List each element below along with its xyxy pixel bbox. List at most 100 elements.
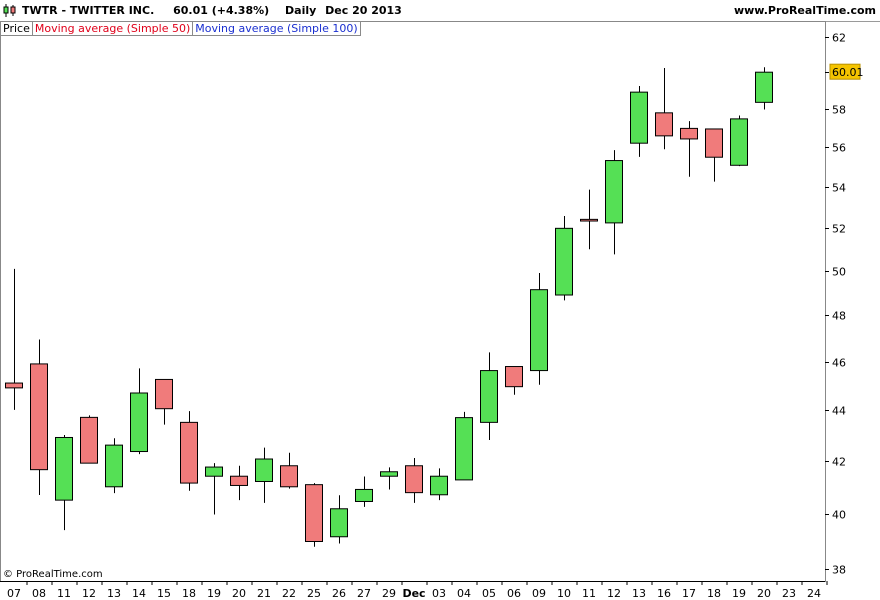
candle-body: [455, 417, 473, 481]
candle-body: [180, 421, 198, 484]
candle[interactable]: [705, 128, 723, 182]
x-tick-label: 20: [757, 587, 771, 600]
candle-body: [655, 112, 673, 137]
legend-sma-50[interactable]: Moving average (Simple 50): [31, 21, 194, 36]
candle[interactable]: [255, 447, 273, 503]
x-tick-label: 05: [482, 587, 496, 600]
site-link[interactable]: www.ProRealTime.com: [733, 4, 876, 17]
candle-body: [705, 128, 723, 158]
x-tick-label: 26: [332, 587, 346, 600]
price-chart[interactable]: 3840424446485052545658606207081112131415…: [0, 21, 880, 600]
x-tick-label: 14: [132, 587, 146, 600]
y-tick-label: 42: [832, 456, 846, 469]
period: Daily: [285, 4, 317, 17]
candle[interactable]: [205, 463, 223, 515]
candlestick-icon: [3, 4, 16, 17]
candle[interactable]: [680, 121, 698, 177]
x-tick-label: 06: [507, 587, 521, 600]
candle-body: [205, 466, 223, 477]
x-tick-label: 29: [382, 587, 396, 600]
candle[interactable]: [655, 68, 673, 150]
candle[interactable]: [130, 368, 148, 455]
candle[interactable]: [305, 483, 323, 547]
candle[interactable]: [355, 476, 373, 507]
x-tick-label: 13: [632, 587, 646, 600]
x-tick-label: 13: [107, 587, 121, 600]
y-tick-label: 48: [832, 310, 846, 323]
candle-body: [430, 475, 448, 496]
candle[interactable]: [580, 189, 598, 250]
candle[interactable]: [530, 272, 548, 385]
instrument-title: TWTR - TWITTER INC. 60.01 (+4.38%) Daily…: [22, 4, 402, 17]
candle[interactable]: [630, 86, 648, 157]
y-tick-label: 50: [832, 266, 846, 279]
chart-date: Dec 20 2013: [325, 4, 402, 17]
candle-body: [355, 488, 373, 502]
candle[interactable]: [405, 457, 423, 503]
candle[interactable]: [555, 216, 573, 301]
x-tick-label: 03: [432, 587, 446, 600]
symbol: TWTR: [22, 4, 58, 17]
title-bar: TWTR - TWITTER INC. 60.01 (+4.38%) Daily…: [0, 0, 880, 22]
x-tick-label: 08: [32, 587, 46, 600]
title-separator: -: [61, 4, 67, 17]
candle[interactable]: [30, 339, 48, 496]
candle[interactable]: [730, 115, 748, 167]
candle[interactable]: [505, 366, 523, 395]
candle[interactable]: [480, 352, 498, 441]
y-tick-label: 40: [832, 509, 846, 522]
y-tick-label: 46: [832, 357, 846, 370]
candle-body: [130, 392, 148, 453]
x-tick-label: 27: [357, 587, 371, 600]
candle[interactable]: [80, 415, 98, 464]
last-price-tag: [829, 63, 861, 80]
candle[interactable]: [330, 495, 348, 544]
candle[interactable]: [5, 268, 23, 410]
last-price-tag-label: 60.01: [832, 66, 864, 79]
candle[interactable]: [280, 452, 298, 489]
candle[interactable]: [180, 411, 198, 491]
candle-body: [330, 508, 348, 538]
footer-credit: © ProRealTime.com: [3, 569, 103, 580]
candle[interactable]: [230, 465, 248, 501]
candle-body: [380, 471, 398, 477]
candle-body: [530, 289, 548, 372]
candle[interactable]: [55, 434, 73, 531]
candle[interactable]: [430, 468, 448, 501]
x-tick-label: 11: [582, 587, 596, 600]
x-tick-label: 09: [532, 587, 546, 600]
x-tick-label: 15: [157, 587, 171, 600]
candle[interactable]: [105, 438, 123, 494]
y-tick-label: 54: [832, 182, 846, 195]
candle-body: [480, 370, 498, 423]
y-tick-label: 62: [832, 32, 846, 45]
candle[interactable]: [605, 150, 623, 255]
x-tick-label: 10: [557, 587, 571, 600]
legend-price[interactable]: Price: [0, 21, 33, 36]
x-tick-label: 25: [307, 587, 321, 600]
x-tick-label: 23: [782, 587, 796, 600]
x-tick-label: 16: [657, 587, 671, 600]
legend-sma-100[interactable]: Moving average (Simple 100): [192, 21, 361, 36]
x-tick-label: Dec: [402, 587, 425, 600]
candle-body: [755, 71, 773, 103]
x-tick-label: 17: [682, 587, 696, 600]
candle-body: [605, 160, 623, 224]
x-tick-label: 11: [57, 587, 71, 600]
candle[interactable]: [455, 411, 473, 481]
y-tick-label: 56: [832, 142, 846, 155]
x-tick-label: 18: [707, 587, 721, 600]
candle-body: [155, 378, 173, 410]
x-tick-label: 21: [257, 587, 271, 600]
candle-body: [305, 484, 323, 542]
x-tick-label: 12: [82, 587, 96, 600]
x-tick-label: 24: [807, 587, 821, 600]
candle-body: [80, 416, 98, 464]
candle[interactable]: [155, 378, 173, 425]
plot-area: [0, 21, 826, 582]
x-tick-label: 19: [732, 587, 746, 600]
candle-body: [30, 363, 48, 471]
instrument-name: TWITTER INC.: [69, 4, 155, 17]
candle[interactable]: [755, 67, 773, 110]
candle[interactable]: [380, 467, 398, 490]
